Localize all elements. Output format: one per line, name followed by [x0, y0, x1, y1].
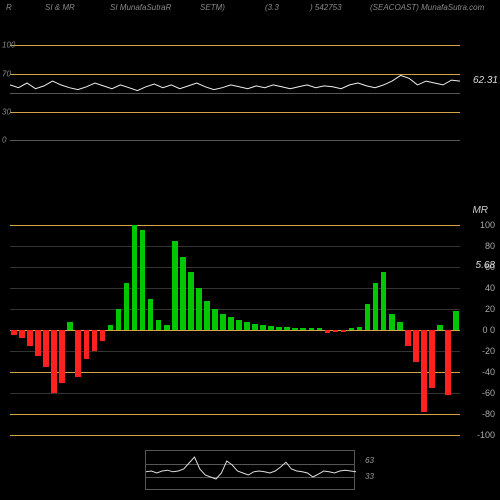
mr-bar — [413, 330, 419, 362]
mr-bar — [75, 330, 81, 377]
mr-bar — [341, 330, 347, 332]
mini-axis-label: 33 — [365, 472, 374, 481]
mr-bar — [252, 324, 258, 330]
mr-bar — [260, 325, 266, 330]
header-text: SETM) — [200, 3, 225, 12]
mini-overview-panel: 6333 — [145, 450, 355, 490]
mr-bar — [204, 301, 210, 330]
mr-bar — [196, 288, 202, 330]
mr-bar — [124, 283, 130, 330]
mr-bar — [437, 325, 443, 330]
mr-bar — [349, 328, 355, 330]
mr-gridline — [10, 225, 460, 226]
mr-axis-label: 100 — [480, 220, 495, 230]
mr-bar — [333, 330, 339, 332]
mr-axis-label: 20 — [485, 304, 495, 314]
mr-bar — [35, 330, 41, 356]
mr-bar — [381, 272, 387, 330]
chart-header: R SI & MR SI MunafaSutraR SETM) (3.3 ) 542753… — [0, 3, 500, 19]
mr-bar — [108, 325, 114, 330]
header-text: SI MunafaSutraR — [110, 3, 171, 12]
header-text: (SEACOAST) MunafaSutra.com — [370, 3, 484, 12]
mr-bar — [172, 241, 178, 330]
mr-axis-label: 0 0 — [482, 325, 495, 335]
mr-bar — [27, 330, 33, 346]
mr-gridline — [10, 246, 460, 247]
mr-axis-label: -60 — [482, 388, 495, 398]
mr-bar — [268, 326, 274, 330]
mr-bar — [100, 330, 106, 341]
mr-bar — [429, 330, 435, 388]
mr-bar — [19, 330, 25, 338]
mr-bar — [188, 272, 194, 330]
mr-bar — [116, 309, 122, 330]
mr-axis-label: -20 — [482, 346, 495, 356]
header-text: SI & MR — [45, 3, 75, 12]
mr-bar — [300, 328, 306, 330]
mr-axis-label: -80 — [482, 409, 495, 419]
mr-bar — [11, 330, 17, 335]
mr-bar — [180, 257, 186, 331]
mr-panel: 100806040200 0-20-40-60-80-100MR5.68 — [10, 225, 460, 435]
mr-bar — [67, 322, 73, 330]
rsi-current-value: 62.31 — [473, 75, 498, 86]
header-text: (3.3 — [265, 3, 279, 12]
mr-bar — [309, 328, 315, 330]
mr-bar — [236, 320, 242, 331]
rsi-line-chart — [10, 45, 460, 140]
mr-bar — [389, 314, 395, 330]
mr-bar — [220, 314, 226, 330]
mr-bar — [140, 230, 146, 330]
mr-axis-label: -100 — [477, 430, 495, 440]
mr-title: MR — [472, 205, 488, 216]
mr-bar — [405, 330, 411, 346]
mr-gridline — [10, 414, 460, 415]
mr-bar — [357, 327, 363, 330]
mr-bar — [156, 320, 162, 331]
mr-axis-label: 40 — [485, 283, 495, 293]
mini-axis-label: 63 — [365, 456, 374, 465]
header-text: ) 542753 — [310, 3, 342, 12]
rsi-panel: 1007030062.31 — [10, 45, 460, 140]
mr-bar — [421, 330, 427, 412]
mr-gridline — [10, 309, 460, 310]
mr-bar — [43, 330, 49, 367]
mr-bar — [453, 311, 459, 330]
mr-bar — [84, 330, 90, 359]
header-text: R — [6, 3, 12, 12]
mr-bar — [212, 309, 218, 330]
rsi-gridline — [10, 140, 460, 141]
mr-bar — [325, 330, 331, 333]
mr-bar — [397, 322, 403, 330]
mr-bar — [59, 330, 65, 383]
mr-gridline — [10, 435, 460, 436]
mr-bar — [284, 327, 290, 330]
mr-bar — [164, 325, 170, 330]
mr-bar — [276, 327, 282, 330]
mr-axis-label: -40 — [482, 367, 495, 377]
mr-bar — [228, 317, 234, 330]
mr-gridline — [10, 288, 460, 289]
mr-current-value: 5.68 — [476, 260, 495, 271]
mr-bar — [244, 322, 250, 330]
mr-axis-label: 80 — [485, 241, 495, 251]
mini-line-chart — [146, 451, 356, 491]
mr-bar — [317, 328, 323, 330]
mr-bar — [292, 328, 298, 330]
mr-bar — [445, 330, 451, 395]
rsi-axis-label: 0 — [2, 136, 6, 145]
mr-gridline — [10, 267, 460, 268]
mr-bar — [132, 225, 138, 330]
mr-bar — [373, 283, 379, 330]
mr-bar — [92, 330, 98, 351]
mr-bar — [365, 304, 371, 330]
mr-bar — [148, 299, 154, 331]
mr-bar — [51, 330, 57, 393]
mr-gridline — [10, 393, 460, 394]
